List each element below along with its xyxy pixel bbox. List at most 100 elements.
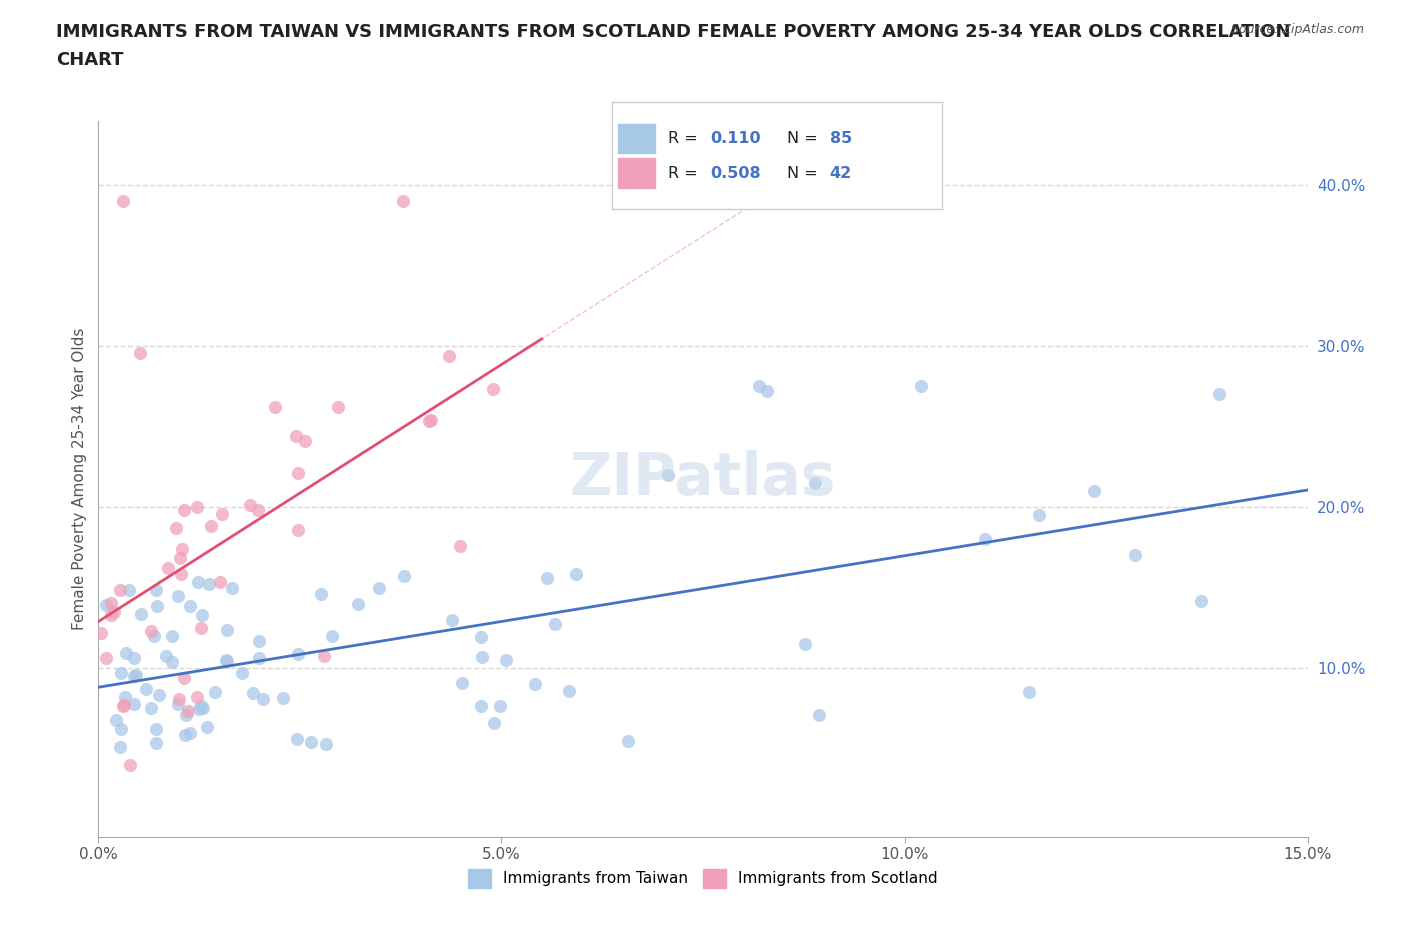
Point [122, 651, 145, 666]
Point [190, 698, 212, 713]
Point [169, 551, 191, 565]
Point [179, 725, 201, 740]
Point [657, 468, 679, 483]
Point [186, 499, 208, 514]
Point [191, 700, 214, 715]
Point [156, 561, 179, 576]
Point [110, 722, 132, 737]
Point [536, 571, 558, 586]
Point [299, 735, 322, 750]
Point [347, 596, 370, 611]
Text: CHART: CHART [56, 51, 124, 69]
Text: 0.110: 0.110 [710, 131, 762, 146]
Point [287, 523, 309, 538]
Point [139, 624, 162, 639]
Point [94, 650, 117, 665]
FancyBboxPatch shape [619, 124, 655, 153]
Point [420, 413, 443, 428]
Point [748, 379, 770, 394]
Point [437, 349, 460, 364]
Point [103, 604, 125, 619]
Point [186, 689, 208, 704]
Point [200, 518, 222, 533]
Point [173, 671, 195, 685]
Point [1208, 387, 1230, 402]
Point [285, 732, 308, 747]
Point [294, 433, 316, 448]
Point [177, 704, 200, 719]
Point [115, 645, 138, 660]
Point [418, 414, 440, 429]
FancyBboxPatch shape [619, 158, 655, 188]
Point [173, 503, 195, 518]
Point [1018, 684, 1040, 699]
Point [110, 583, 132, 598]
Point [449, 538, 471, 553]
Point [145, 736, 167, 751]
Point [482, 382, 505, 397]
Point [122, 669, 145, 684]
Point [190, 620, 212, 635]
Point [195, 720, 218, 735]
Point [165, 521, 187, 536]
Point [242, 685, 264, 700]
Point [314, 649, 336, 664]
Point [215, 622, 238, 637]
Point [910, 379, 932, 394]
Point [214, 653, 236, 668]
Point [368, 580, 391, 595]
Text: Source: ZipAtlas.com: Source: ZipAtlas.com [1230, 23, 1364, 36]
Point [188, 702, 211, 717]
Point [204, 684, 226, 699]
Text: N =: N = [787, 166, 823, 180]
Point [1083, 484, 1105, 498]
Point [170, 541, 193, 556]
Point [221, 580, 243, 595]
Point [470, 629, 492, 644]
Point [100, 607, 122, 622]
Point [246, 502, 269, 517]
Point [111, 194, 134, 209]
Point [1123, 548, 1146, 563]
Point [616, 734, 638, 749]
Point [309, 587, 332, 602]
Point [108, 740, 131, 755]
Point [557, 684, 579, 698]
Point [484, 715, 506, 730]
Point [145, 583, 167, 598]
Point [145, 722, 167, 737]
Text: N =: N = [787, 131, 823, 146]
Point [247, 651, 270, 666]
Point [110, 666, 132, 681]
Point [187, 574, 209, 589]
Point [287, 646, 309, 661]
Point [804, 475, 827, 490]
Point [524, 677, 547, 692]
Point [191, 607, 214, 622]
Point [231, 665, 253, 680]
Point [565, 566, 588, 581]
Point [321, 629, 343, 644]
Point [247, 633, 270, 648]
Point [495, 652, 517, 667]
Point [1189, 593, 1212, 608]
Y-axis label: Female Poverty Among 25-34 Year Olds: Female Poverty Among 25-34 Year Olds [72, 327, 87, 631]
Text: 85: 85 [830, 131, 852, 146]
Point [112, 698, 135, 712]
Point [451, 676, 474, 691]
Point [441, 612, 464, 627]
Text: 42: 42 [830, 166, 852, 180]
Text: IMMIGRANTS FROM TAIWAN VS IMMIGRANTS FROM SCOTLAND FEMALE POVERTY AMONG 25-34 YE: IMMIGRANTS FROM TAIWAN VS IMMIGRANTS FRO… [56, 23, 1291, 41]
Point [160, 655, 183, 670]
Point [94, 598, 117, 613]
Point [217, 654, 239, 669]
Point [208, 575, 231, 590]
Legend: Immigrants from Taiwan, Immigrants from Scotland: Immigrants from Taiwan, Immigrants from … [461, 863, 945, 894]
Point [794, 636, 817, 651]
Text: R =: R = [668, 166, 703, 180]
Point [148, 688, 170, 703]
Point [112, 698, 135, 713]
Point [179, 598, 201, 613]
Point [252, 692, 274, 707]
Point [166, 589, 188, 604]
